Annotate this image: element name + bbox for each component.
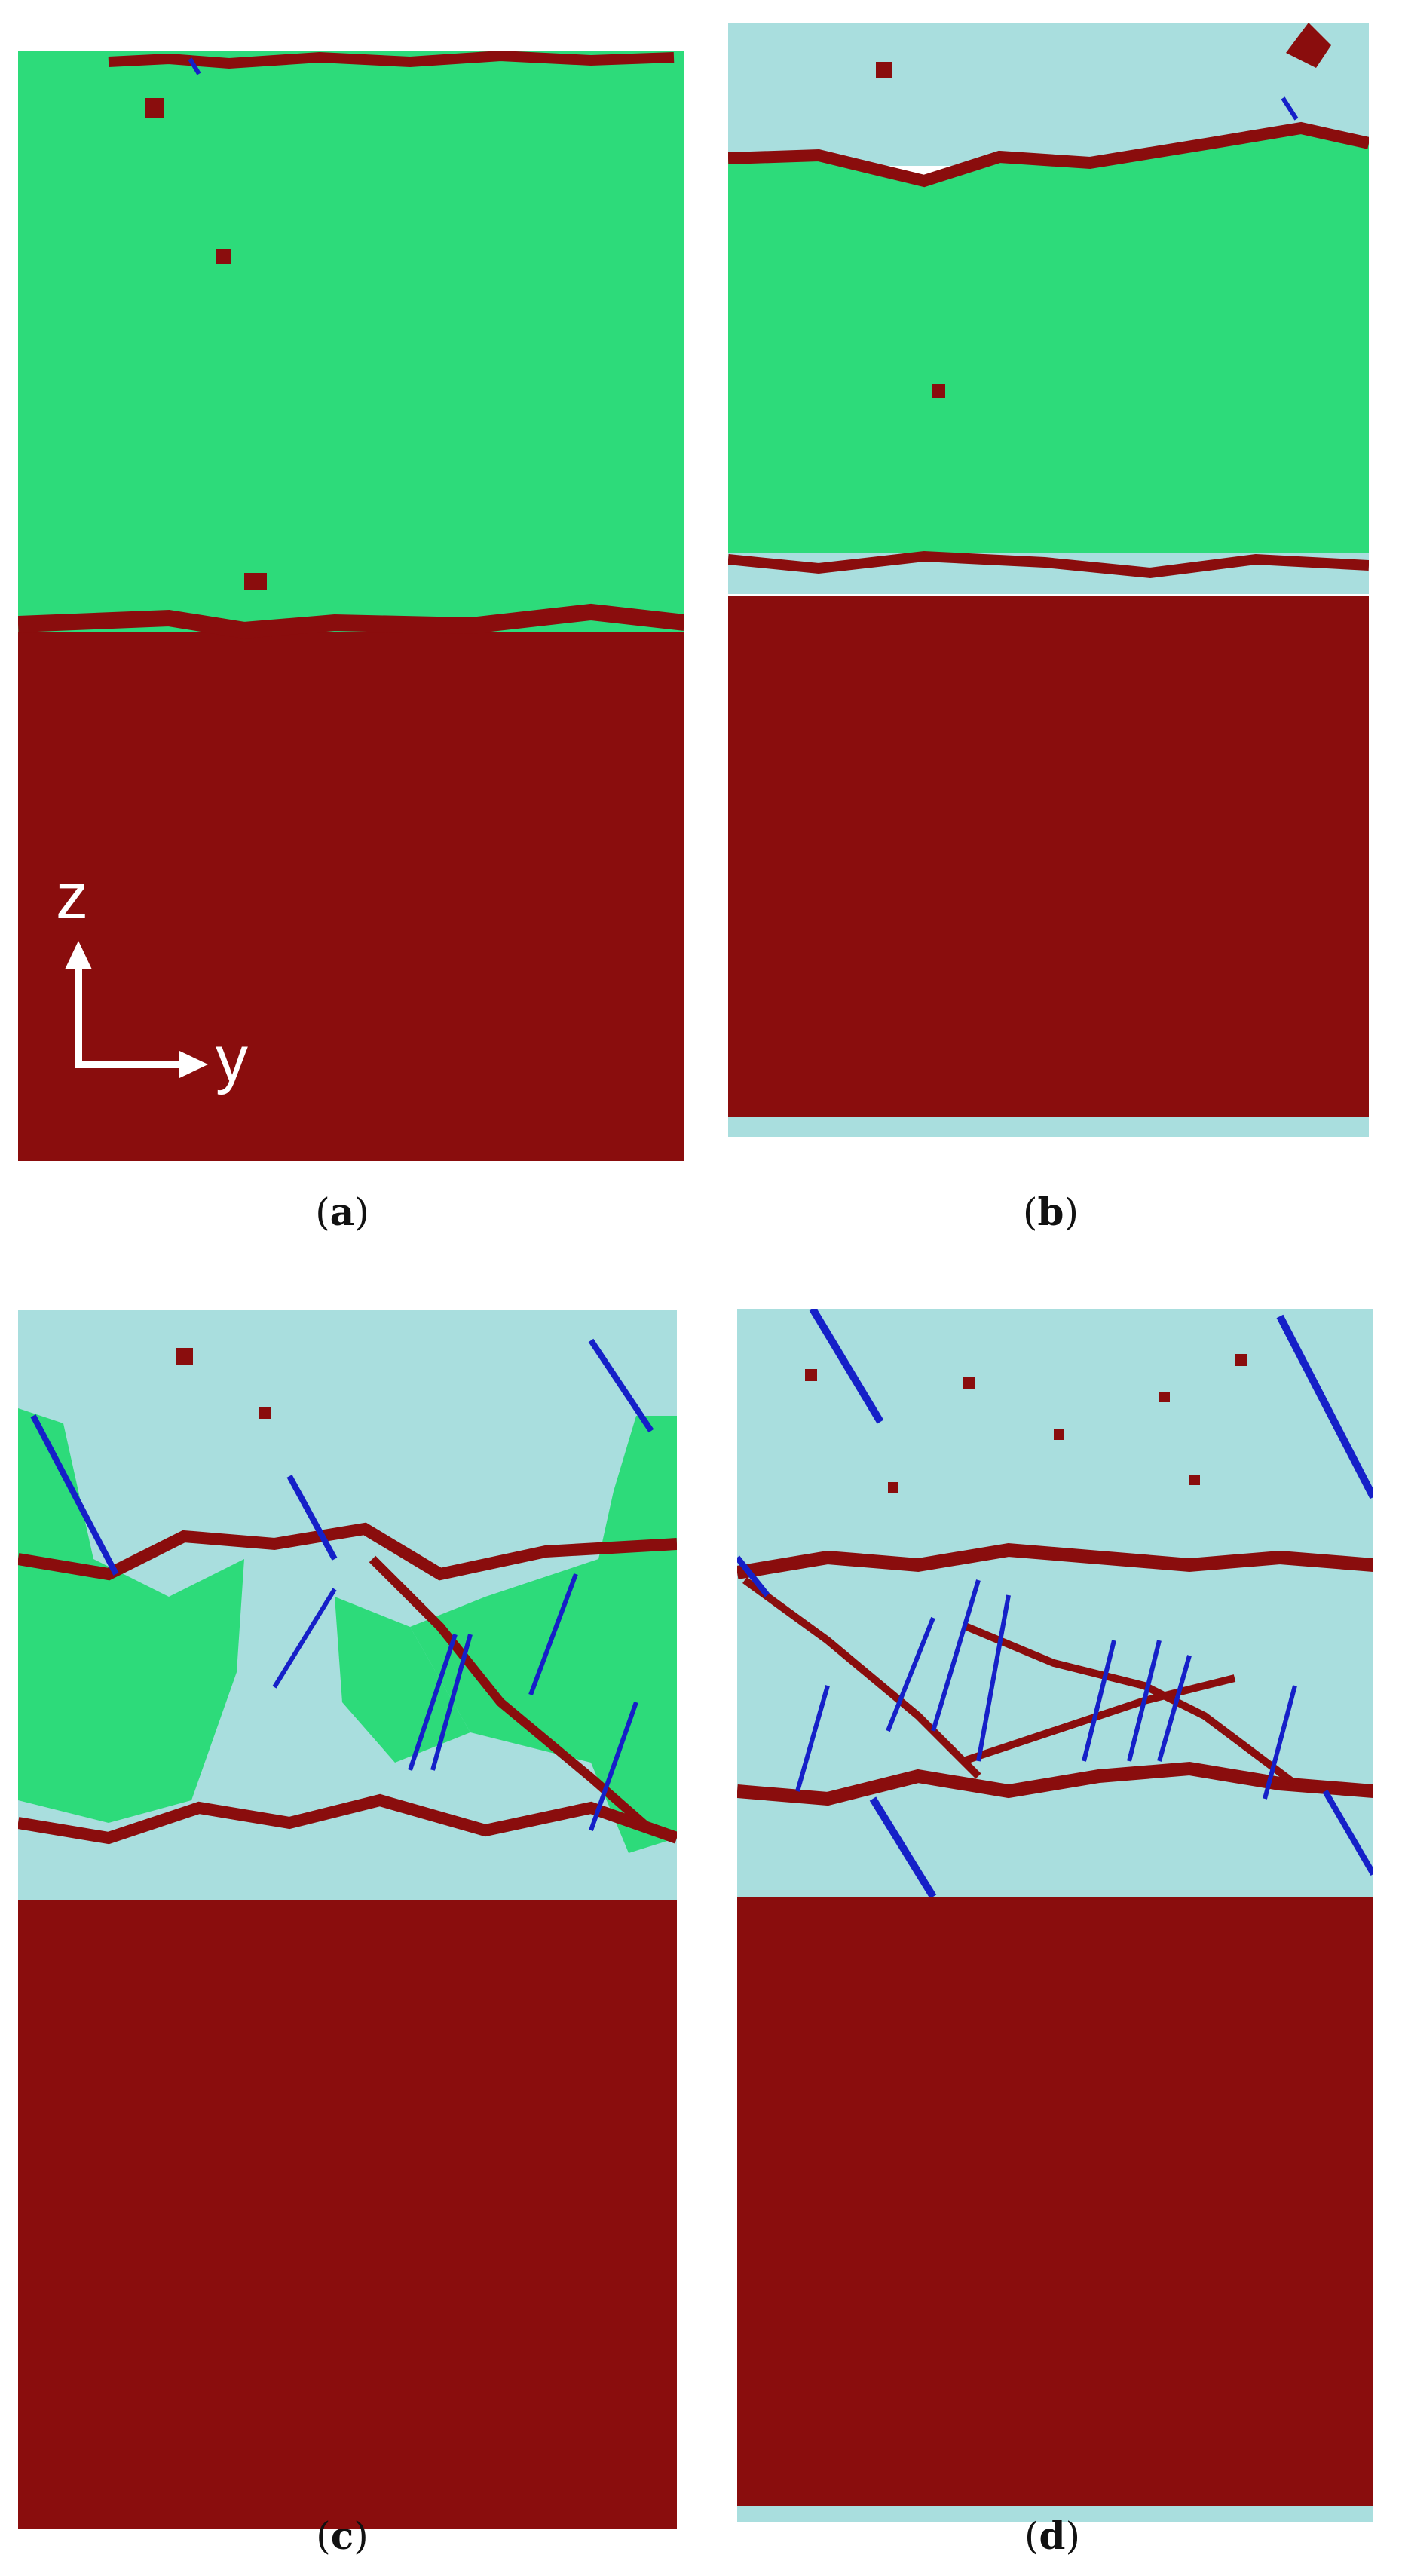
blue-twin-line	[886, 1616, 935, 1732]
blue-twin-line	[795, 1685, 830, 1792]
red-defect	[244, 573, 267, 590]
blue-twin-line	[1082, 1640, 1116, 1762]
red-defect	[145, 98, 164, 118]
blue-twin-line	[809, 1309, 884, 1424]
panel-a-image: z y	[18, 51, 684, 1161]
red-boundary-lower	[737, 1761, 1373, 1806]
caption-a-open: (	[315, 1190, 330, 1234]
blue-segment	[188, 57, 201, 75]
blue-twin-line	[869, 1796, 937, 1899]
caption-b-close: )	[1064, 1190, 1079, 1234]
red-defect	[963, 1377, 975, 1389]
panel-c-image	[18, 1310, 677, 2529]
cyan-bottom-strip	[737, 2506, 1373, 2522]
red-boundary-upper	[737, 1542, 1373, 1579]
z-axis-label: z	[56, 860, 88, 933]
caption-d: (d)	[977, 2513, 1128, 2558]
caption-d-close: )	[1065, 2514, 1080, 2558]
red-defect	[932, 384, 945, 398]
panel-d-svg	[737, 1309, 1373, 2522]
red-region	[728, 596, 1369, 1117]
red-defect	[805, 1369, 817, 1381]
green-region	[18, 51, 684, 632]
caption-c-close: )	[354, 2514, 369, 2558]
panel-d-image	[737, 1309, 1373, 2522]
blue-twin-line	[1276, 1314, 1373, 1499]
red-defect	[1286, 23, 1331, 68]
blue-twin-line	[1157, 1655, 1192, 1762]
caption-c-letter: c	[330, 2513, 354, 2558]
green-grain-left	[18, 1408, 244, 1823]
green-grain-right	[410, 1416, 677, 1853]
blue-twin-line	[30, 1414, 119, 1576]
red-boundary-diagonal-3	[962, 1674, 1236, 1765]
blue-twin-line	[976, 1594, 1011, 1762]
interface-red-boundary	[18, 603, 684, 639]
z-arrow-head	[65, 941, 92, 969]
blue-twin-line	[1263, 1685, 1297, 1800]
blue-twin-line	[528, 1573, 578, 1696]
caption-c-open: (	[316, 2514, 331, 2558]
red-region	[737, 1897, 1373, 2506]
red-defect	[1159, 1392, 1170, 1402]
blue-twin-line	[430, 1634, 473, 1771]
red-defect	[176, 1348, 193, 1365]
red-boundary-lower	[728, 550, 1369, 579]
red-defect	[888, 1482, 898, 1493]
blue-twin-line	[588, 1338, 654, 1433]
caption-a-close: )	[354, 1190, 369, 1234]
y-arrow-head	[179, 1051, 208, 1078]
red-region	[18, 1900, 677, 2529]
red-defect	[1235, 1354, 1247, 1366]
red-defect	[876, 62, 892, 78]
red-boundary-diagonal	[369, 1555, 654, 1834]
cyan-bottom-strip	[728, 1117, 1369, 1137]
red-region	[18, 632, 684, 1161]
red-boundary-diagonal-2	[962, 1622, 1297, 1787]
top-red-boundary	[108, 51, 675, 69]
blue-twin-line	[408, 1634, 458, 1771]
blue-twin-line	[272, 1588, 337, 1689]
cyan-region	[737, 1309, 1373, 1897]
blue-twin-line	[737, 1555, 770, 1597]
panel-a-svg: z y	[18, 51, 684, 1161]
caption-d-letter: d	[1039, 2513, 1066, 2558]
caption-b: (b)	[975, 1190, 1126, 1234]
red-boundary-diagonal-1	[742, 1576, 981, 1779]
red-defect	[259, 1407, 271, 1419]
blue-segment	[1281, 96, 1299, 121]
red-defect	[1054, 1429, 1064, 1440]
caption-c: (c)	[267, 2513, 418, 2558]
blue-twin-line	[589, 1702, 638, 1831]
caption-a: (a)	[267, 1190, 418, 1234]
panel-c-svg	[18, 1310, 677, 2529]
green-grain-center	[335, 1597, 470, 1763]
caption-b-open: (	[1023, 1190, 1038, 1234]
panel-b-svg	[728, 23, 1369, 1137]
red-boundary-lower	[18, 1793, 677, 1845]
axis-indicator: z y	[56, 860, 248, 1095]
panel-b-image	[728, 23, 1369, 1137]
caption-d-open: (	[1024, 2514, 1039, 2558]
green-region	[728, 128, 1369, 573]
red-defect	[216, 249, 231, 264]
y-axis-label: y	[216, 1023, 248, 1095]
caption-a-letter: a	[329, 1190, 355, 1234]
blue-twin-line	[1127, 1640, 1162, 1762]
blue-twin-line	[286, 1475, 338, 1561]
red-defect	[1189, 1475, 1200, 1485]
red-boundary-upper	[728, 121, 1369, 188]
caption-b-letter: b	[1037, 1190, 1064, 1234]
blue-twin-line	[931, 1579, 981, 1732]
blue-twin-line	[1322, 1789, 1373, 1876]
